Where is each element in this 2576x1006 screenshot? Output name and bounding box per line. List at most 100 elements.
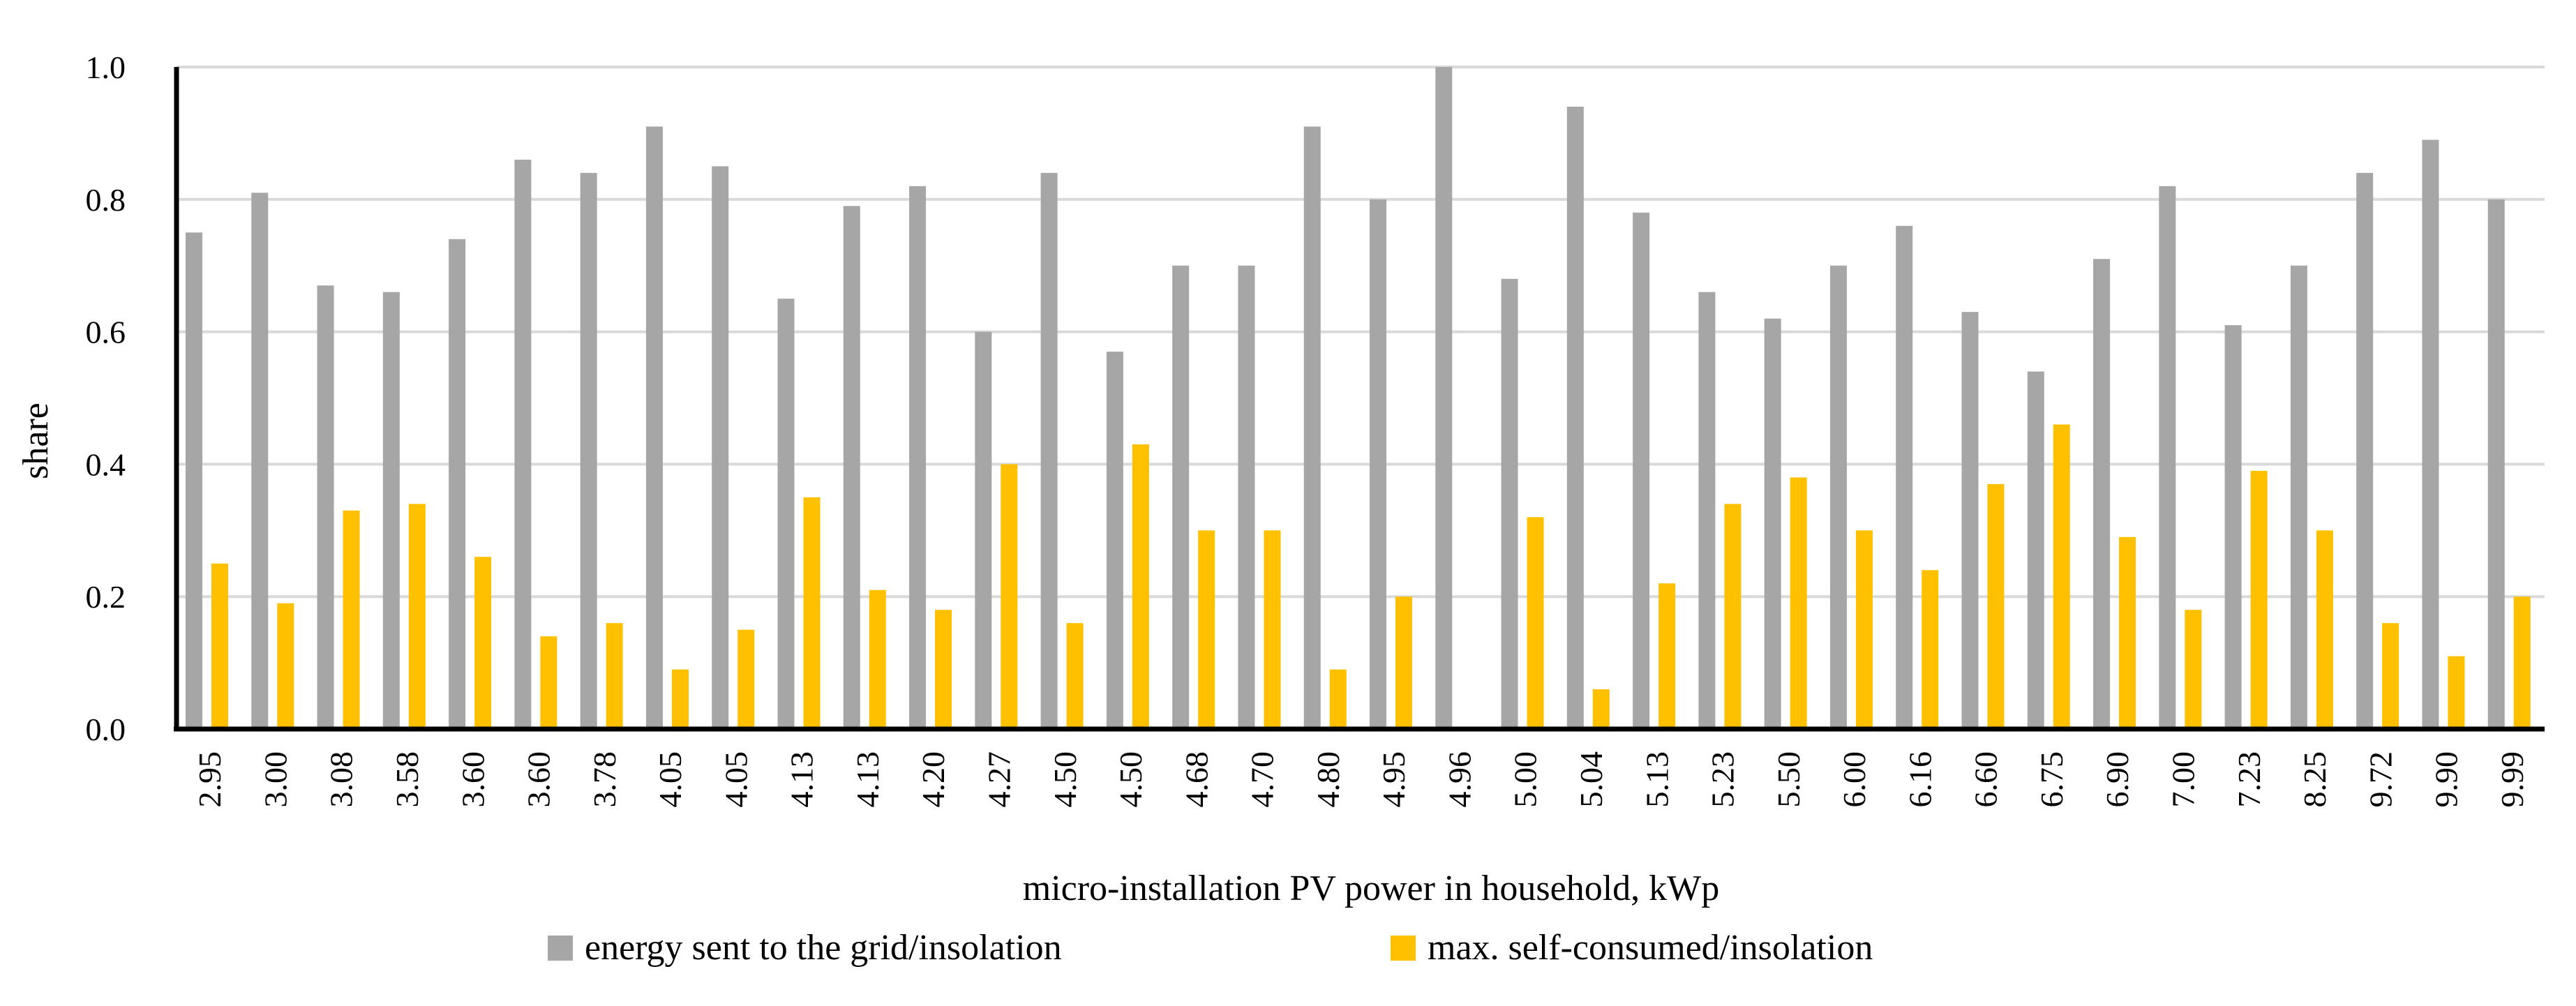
bar-self-consumed-share: [1658, 583, 1676, 729]
x-tick-label: 4.13: [784, 751, 820, 808]
bar-self-consumed-share: [803, 497, 821, 729]
bar-self-consumed-share: [2119, 536, 2136, 729]
y-tick-label: 0.6: [86, 315, 126, 350]
bar-grid-share: [1303, 126, 1321, 729]
bar-grid-share: [712, 166, 729, 730]
bar-self-consumed-share: [1987, 483, 2005, 729]
bar-grid-share: [1698, 292, 1716, 729]
bar-self-consumed-share: [671, 669, 689, 729]
bar-self-consumed-share: [1724, 504, 1742, 729]
bar-grid-share: [1633, 212, 1650, 729]
x-tick-label: 3.58: [389, 751, 425, 808]
y-axis-title: share: [16, 403, 56, 479]
legend-label-grid: energy sent to the grid/insolation: [585, 928, 1062, 968]
x-tick-label: 9.72: [2362, 751, 2398, 808]
bar-grid-share: [514, 159, 532, 730]
bar-grid-share: [580, 172, 597, 730]
x-tick-label: 6.90: [2099, 751, 2135, 808]
bar-grid-share: [1435, 67, 1453, 729]
bar-self-consumed-share: [2382, 623, 2399, 729]
x-tick-label: 5.23: [1705, 751, 1741, 808]
x-tick-label: 4.50: [1047, 751, 1083, 808]
bar-grid-share: [843, 206, 860, 729]
bar-self-consumed-share: [1922, 570, 1939, 729]
y-tick-label: 0.4: [86, 446, 126, 482]
x-tick-label: 4.27: [981, 751, 1017, 808]
bar-self-consumed-share: [2513, 596, 2531, 729]
bar-grid-share: [777, 299, 795, 729]
bar-grid-share: [645, 126, 663, 729]
bar-self-consumed-share: [737, 629, 755, 729]
x-tick-label: 6.75: [2034, 751, 2069, 808]
x-tick-label: 5.13: [1639, 751, 1675, 808]
x-axis-title: micro-installation PV power in household…: [1023, 869, 1719, 908]
x-tick-label: 5.00: [1508, 751, 1543, 808]
y-tick-label: 0.8: [86, 182, 126, 218]
bar-self-consumed-share: [1592, 689, 1610, 729]
x-tick-label: 5.04: [1573, 751, 1609, 808]
bar-self-consumed-share: [277, 603, 294, 729]
bar-grid-share: [186, 232, 202, 729]
x-tick-label: 4.05: [652, 751, 688, 808]
y-tick-label: 1.0: [86, 50, 126, 85]
bar-self-consumed-share: [1066, 623, 1084, 729]
bar-grid-share: [1896, 225, 1913, 729]
tick-labels: 0.0 0.2 0.4 0.6 0.8 1.0 2.95 3.00 3.08 3.58 3.60 3.…: [86, 50, 2530, 808]
x-tick-label: 6.16: [1902, 751, 1938, 808]
y-tick-label: 0.2: [86, 579, 126, 615]
bar-self-consumed-share: [606, 623, 623, 729]
bars: [186, 67, 2531, 730]
x-tick-label: 3.60: [521, 751, 557, 808]
bar-self-consumed-share: [408, 504, 426, 729]
bar-grid-share: [1040, 172, 1058, 730]
bar-grid-share: [2224, 325, 2242, 729]
bar-grid-share: [909, 186, 927, 729]
x-tick-label: 3.60: [455, 751, 491, 808]
x-tick-label: 8.25: [2297, 751, 2332, 808]
bar-self-consumed-share: [2316, 530, 2333, 729]
bar-self-consumed-share: [540, 636, 557, 729]
x-tick-label: 4.50: [1113, 751, 1148, 808]
bar-self-consumed-share: [935, 610, 952, 729]
bar-self-consumed-share: [869, 590, 886, 729]
x-tick-label: 7.00: [2165, 751, 2201, 808]
x-tick-label: 9.99: [2494, 751, 2530, 808]
x-tick-label: 4.05: [718, 751, 754, 808]
bar-grid-share: [1238, 265, 1255, 729]
x-tick-label: 3.78: [587, 751, 622, 808]
bar-grid-share: [1566, 106, 1584, 729]
bar-grid-share: [382, 292, 400, 729]
y-tick-label: 0.0: [86, 712, 126, 747]
bar-self-consumed-share: [1132, 444, 1149, 729]
bar-self-consumed-share: [343, 510, 360, 729]
bar-grid-share: [2027, 371, 2044, 729]
bar-self-consumed-share: [1395, 596, 1412, 729]
bar-self-consumed-share: [211, 563, 228, 729]
x-tick-label: 5.50: [1771, 751, 1806, 808]
x-tick-label: 2.95: [192, 751, 227, 808]
bar-self-consumed-share: [1198, 530, 1215, 729]
bar-grid-share: [2093, 259, 2111, 730]
x-tick-label: 7.23: [2231, 751, 2267, 808]
axes: [174, 67, 2545, 732]
bar-grid-share: [2422, 140, 2439, 729]
bar-self-consumed-share: [1790, 477, 1807, 729]
x-tick-label: 4.68: [1178, 751, 1214, 808]
bar-grid-share: [317, 285, 334, 729]
bar-self-consumed-share: [1527, 517, 1544, 729]
gridlines: [177, 66, 2545, 599]
bar-grid-share: [2487, 199, 2505, 729]
bar-grid-share: [1501, 278, 1518, 729]
bar-grid-share: [1764, 318, 1781, 729]
bar-self-consumed-share: [1001, 464, 1018, 729]
bar-grid-share: [449, 239, 466, 729]
bar-grid-share: [251, 193, 269, 729]
x-tick-label: 4.96: [1441, 751, 1477, 808]
x-tick-label: 9.90: [2429, 751, 2464, 808]
x-tick-label: 4.70: [1245, 751, 1280, 808]
bar-grid-share: [2356, 172, 2374, 730]
legend-swatch-self-consumed: [1391, 936, 1416, 961]
x-tick-label: 6.00: [1836, 751, 1872, 808]
bar-self-consumed-share: [2053, 424, 2070, 729]
